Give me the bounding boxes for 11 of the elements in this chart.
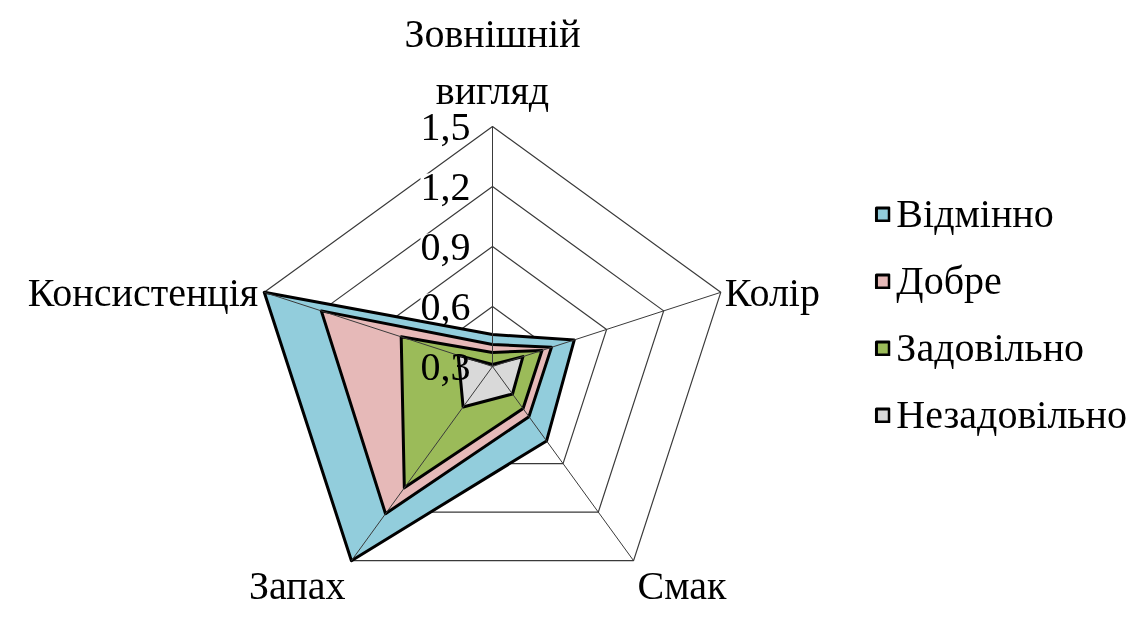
y-tick-label: 0,9 xyxy=(420,223,471,269)
spoke-label: Запах xyxy=(249,562,346,608)
legend-label: Відмінно xyxy=(896,190,1054,237)
spoke-label: Смак xyxy=(637,562,728,608)
spoke-label: Колір xyxy=(724,269,820,315)
legend-label: Незадовільно xyxy=(896,391,1127,438)
y-tick-label: 0,6 xyxy=(420,283,471,329)
spoke-label: Консистенція xyxy=(27,269,259,315)
y-tick-label: 1,2 xyxy=(420,163,471,209)
legend-label: Задовільно xyxy=(896,324,1085,371)
legend-label: Добре xyxy=(896,257,1002,304)
